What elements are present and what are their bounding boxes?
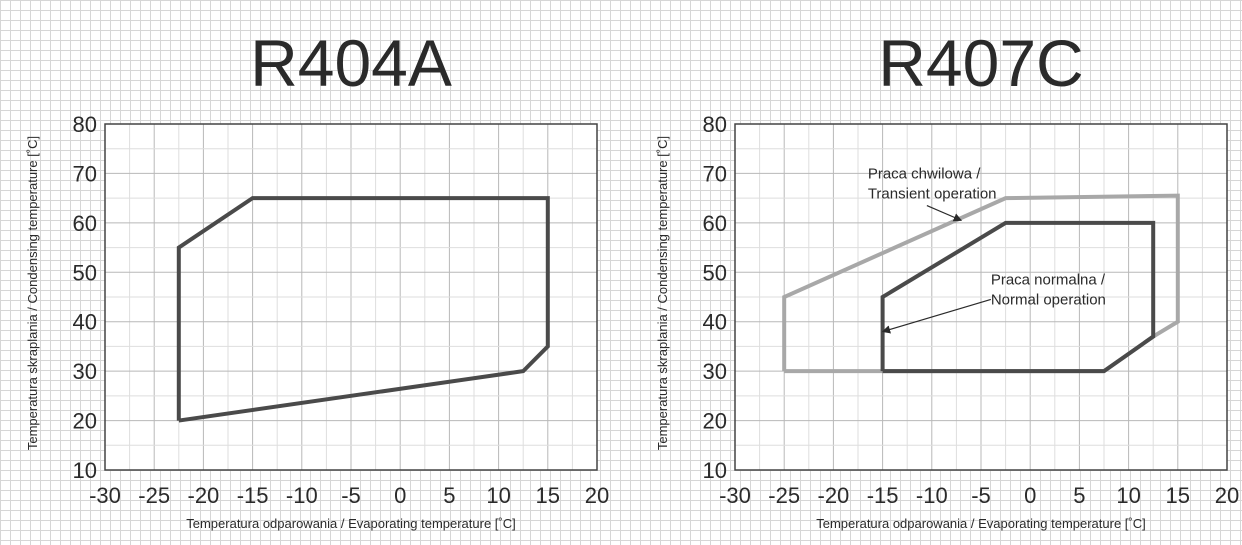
y-tick-label: 20 [703,409,727,434]
annotation-label-1: Praca chwilowa / [868,165,981,182]
plot-frame [104,123,598,471]
x-axis-label: Temperatura odparowania / Evaporating te… [816,516,1146,531]
annotation-arrow-1 [926,205,963,222]
envelope-series-2 [880,220,1156,374]
x-tick-label: -10 [286,483,318,508]
y-tick-label: 20 [73,409,97,434]
x-tick-label: -30 [89,483,121,508]
x-tick-label: 20 [1215,483,1239,508]
x-tick-label: 15 [1166,483,1190,508]
annotation-label-1: Transient operation [868,185,997,202]
chart-r404a-svg: R404A -30 -25 -20 -15 -10 -5 0 5 10 15 20 10 20 30 40 50… [25,26,609,531]
envelope-series-1 [176,196,550,423]
chart-title: R404A [250,26,452,100]
y-tick-label: 10 [73,458,97,483]
y-axis-label: Temperatura skraplania / Condensing temp… [25,136,40,450]
y-tick-label: 60 [703,211,727,236]
x-tick-label: -25 [768,483,800,508]
y-tick-label: 40 [703,310,727,335]
annotation-label-2: Praca normalna / [991,272,1106,289]
x-tick-label: 0 [1024,483,1036,508]
x-tick-label: 0 [394,483,406,508]
y-tick-label: 30 [73,359,97,384]
annotation-label-2: Normal operation [991,292,1106,309]
y-tick-label: 70 [703,161,727,186]
chart-r407c: R407C -30 -25 -20 -15 -10 -5 0 5 10 15 20 10 20 30 40 50… [621,0,1242,545]
x-tick-label: -30 [719,483,751,508]
x-axis-label: Temperatura odparowania / Evaporating te… [186,516,516,531]
y-tick-label: 40 [73,310,97,335]
y-tick-label: 50 [73,260,97,285]
x-tick-label: 20 [585,483,609,508]
y-tick-label: 80 [73,112,97,137]
x-tick-label: 10 [1116,483,1140,508]
annotation-arrow-2 [881,298,992,334]
x-tick-label: -15 [237,483,269,508]
x-tick-label: -5 [971,483,991,508]
y-tick-label: 10 [703,458,727,483]
x-tick-label: -10 [916,483,948,508]
x-tick-label: -20 [818,483,850,508]
plot-frame [734,123,1228,471]
chart-title: R407C [878,26,1083,100]
x-tick-label: 10 [486,483,510,508]
x-tick-label: -20 [188,483,220,508]
y-tick-label: 70 [73,161,97,186]
y-tick-label: 80 [703,112,727,137]
x-tick-label: -5 [341,483,361,508]
y-tick-label: 30 [703,359,727,384]
y-tick-label: 60 [73,211,97,236]
x-tick-label: -15 [867,483,899,508]
x-tick-label: -25 [138,483,170,508]
x-tick-label: 5 [443,483,455,508]
chart-r404a: R404A -30 -25 -20 -15 -10 -5 0 5 10 15 20 10 20 30 40 50… [25,26,609,531]
y-tick-label: 50 [703,260,727,285]
y-axis-label: Temperatura skraplania / Condensing temp… [655,136,670,450]
x-tick-label: 5 [1073,483,1085,508]
chart-r407c-svg: R407C -30 -25 -20 -15 -10 -5 0 5 10 15 20 10 20 30 40 50… [655,26,1239,531]
x-tick-label: 15 [536,483,560,508]
